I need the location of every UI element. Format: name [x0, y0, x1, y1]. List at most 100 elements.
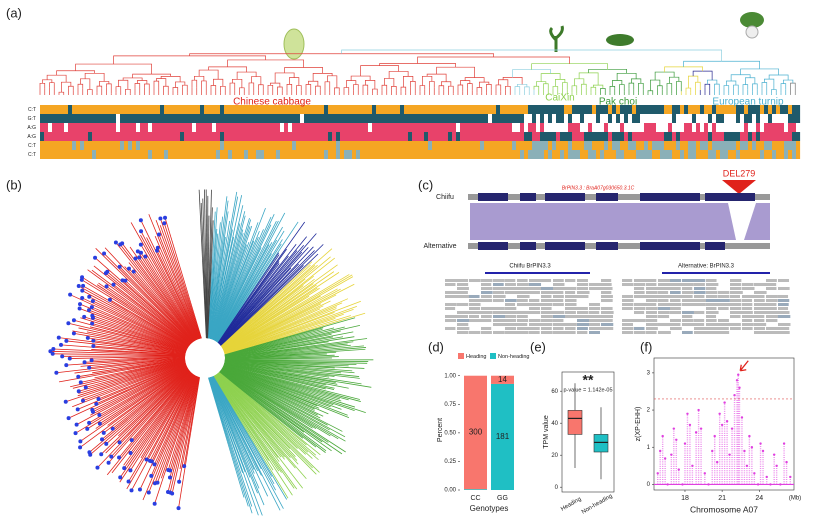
heatmap-cell	[584, 141, 589, 150]
heatmap-cell	[188, 141, 193, 150]
tree-branch	[146, 374, 194, 460]
heatmap-cell	[496, 123, 501, 132]
heatmap-cell	[304, 150, 309, 159]
heatmap-cell	[256, 141, 261, 150]
point	[745, 464, 749, 468]
read	[706, 327, 719, 330]
tree-branch	[224, 338, 368, 358]
heatmap-cell	[144, 141, 149, 150]
heatmap-cell	[284, 105, 289, 114]
heatmap-cell	[248, 150, 253, 159]
heatmap-cell	[752, 141, 757, 150]
bar-segment	[491, 375, 514, 384]
heatmap-cell	[512, 105, 517, 114]
heatmap-cell	[700, 150, 705, 159]
heatmap-cell	[120, 132, 125, 141]
heatmap-cell	[388, 114, 393, 123]
heatmap-cell	[636, 150, 641, 159]
tree-branch	[213, 244, 247, 341]
point	[691, 464, 694, 468]
tree-branch	[476, 87, 483, 93]
read	[517, 279, 528, 282]
heatmap-cell	[232, 132, 237, 141]
heatmap-cell	[784, 105, 789, 114]
read	[682, 311, 694, 314]
read	[742, 287, 755, 290]
heatmap-cell	[48, 105, 53, 114]
heatmap-cell	[316, 141, 321, 150]
read	[670, 287, 681, 290]
heatmap-cell	[388, 105, 393, 114]
read	[694, 331, 707, 334]
read	[670, 307, 681, 310]
tree-branch	[685, 87, 692, 93]
read	[718, 307, 729, 310]
heatmap-cell	[784, 132, 789, 141]
heatmap-cell	[88, 105, 93, 114]
tree-branch	[223, 365, 341, 400]
exon	[596, 242, 618, 250]
heatmap-cell	[680, 141, 685, 150]
tip-dot	[123, 278, 128, 283]
tree-branch	[223, 365, 349, 401]
tip-dot	[66, 321, 71, 326]
heatmap-cell	[200, 150, 205, 159]
read	[553, 303, 564, 306]
heatmap-cell	[504, 114, 509, 123]
point	[725, 420, 729, 423]
point	[677, 468, 680, 471]
read	[529, 303, 542, 306]
heatmap-cell	[440, 150, 445, 159]
read	[493, 299, 504, 302]
heatmap-cell	[592, 141, 597, 150]
tree-branch	[99, 81, 110, 87]
tree-branch	[89, 368, 189, 456]
heatmap-cell	[76, 105, 81, 114]
heatmap-cell	[344, 150, 349, 159]
tip-dot	[78, 439, 83, 444]
heatmap-cell	[320, 132, 325, 141]
read	[766, 331, 779, 334]
heatmap-cell	[156, 123, 161, 132]
heatmap-cell	[380, 123, 385, 132]
heatmap-cell	[452, 141, 457, 150]
tree-branch	[224, 318, 336, 355]
tree-branch	[217, 372, 306, 455]
heatmap-cell	[376, 132, 381, 141]
read	[505, 327, 517, 330]
heatmap-cell	[124, 150, 129, 159]
read	[481, 319, 492, 322]
heatmap-cell	[420, 150, 425, 159]
point	[661, 434, 664, 438]
point	[686, 412, 689, 415]
tree-branch	[89, 296, 189, 348]
heatmap-cell	[512, 114, 517, 123]
tree-branch	[224, 361, 360, 377]
read	[493, 315, 506, 318]
heatmap-cell	[300, 114, 305, 123]
heatmap-cell	[612, 141, 617, 150]
read	[589, 319, 602, 322]
tip-dot	[54, 370, 59, 375]
heatmap-cell	[208, 123, 213, 132]
heatmap-cell	[792, 123, 797, 132]
heatmap-cell	[664, 132, 669, 141]
read	[589, 287, 602, 290]
heatmap-cell	[456, 141, 461, 150]
heatmap-cell	[288, 105, 293, 114]
heatmap-cell	[200, 105, 205, 114]
read	[601, 323, 614, 326]
heatmap-cell	[768, 114, 773, 123]
tree-branch	[69, 294, 188, 349]
heatmap-cell	[528, 132, 533, 141]
heatmap-cell	[580, 141, 585, 150]
heatmap-cell	[424, 132, 429, 141]
heatmap-cell	[196, 141, 201, 150]
heatmap-cell	[384, 114, 389, 123]
view-label: Alternative: BrPIN3.3	[678, 264, 735, 270]
read	[622, 283, 634, 286]
heatmap-cell	[584, 123, 589, 132]
read	[754, 323, 767, 326]
heatmap-cell	[476, 114, 481, 123]
heatmap-cell	[356, 141, 361, 150]
